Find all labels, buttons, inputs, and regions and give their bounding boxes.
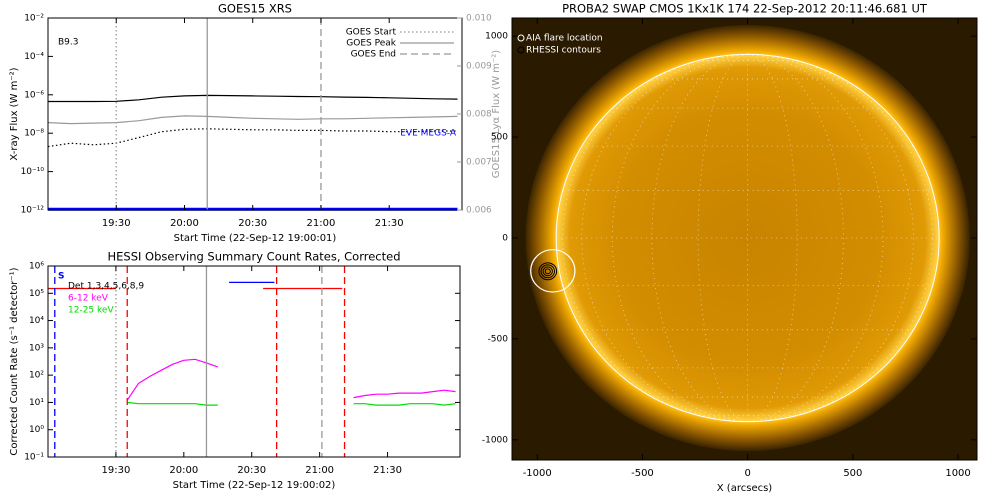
- rhessi-contour: [540, 264, 556, 279]
- legend-marker: [517, 46, 525, 54]
- y2-tick-label: 0.009: [466, 62, 492, 72]
- y-tick-label: 10⁻⁴: [24, 52, 44, 62]
- longitude-grid: [581, 53, 748, 423]
- x-tick-label: 21:00: [305, 465, 334, 476]
- y2-tick-label: 0.006: [466, 206, 492, 216]
- x-tick-label: 0: [744, 468, 750, 479]
- legend-label: AIA flare location: [526, 34, 603, 44]
- chart-title: PROBA2 SWAP CMOS 1Kx1K 174 22-Sep-2012 2…: [562, 2, 928, 16]
- y2-tick-label: 0.007: [466, 158, 492, 168]
- legend-label: 12-25 keV: [68, 306, 114, 316]
- y-tick-label: 0: [502, 233, 508, 243]
- y2-axis-label: GOES15 Lyα Flux (W m⁻²): [491, 50, 502, 178]
- y-tick-label: 10⁰: [29, 425, 44, 435]
- longitude-grid: [651, 53, 748, 423]
- legend-marker: [517, 34, 525, 42]
- sun-image: [512, 18, 977, 460]
- y-tick-label: 10¹: [29, 398, 44, 408]
- x-tick-label: 1000: [945, 468, 970, 479]
- y-axis-label: Corrected Count Rate (s⁻¹ detector⁻¹): [9, 267, 20, 455]
- longitude-grid: [747, 53, 844, 423]
- solar-disk: [525, 24, 970, 452]
- x-tick-label: 21:00: [307, 218, 336, 229]
- y-tick-label: -500: [488, 334, 509, 344]
- chart-title: HESSI Observing Summary Count Rates, Cor…: [107, 250, 400, 264]
- y-tick-label: 10⁴: [29, 316, 44, 326]
- longitude-grid: [747, 53, 914, 423]
- y-tick-label: 10²: [29, 371, 44, 381]
- flare-location: [530, 249, 576, 293]
- series-line: [48, 94, 458, 103]
- y-tick-label: 10⁻⁸: [24, 129, 44, 139]
- x-tick-label: 19:30: [101, 465, 130, 476]
- x-tick-label: 20:30: [237, 465, 266, 476]
- x-axis-label: X (arcsecs): [717, 483, 773, 494]
- rhessi-contour: [542, 266, 553, 277]
- x-axis-label: Start Time (22-Sep-12 19:00:02): [173, 480, 336, 491]
- x-tick-label: 21:30: [375, 218, 404, 229]
- rhessi-contour: [538, 262, 558, 281]
- y-tick-label: 500: [491, 133, 508, 143]
- legend-label: 6-12 keV: [68, 294, 109, 304]
- y-axis-label: X-ray Flux (W m⁻²): [9, 67, 20, 160]
- y2-tick-label: 0.010: [466, 14, 492, 24]
- x-tick-label: 20:00: [170, 218, 199, 229]
- y-tick-label: 10⁻⁶: [24, 90, 44, 100]
- y-tick-label: 10³: [29, 343, 44, 353]
- x-tick-label: 20:00: [169, 465, 198, 476]
- y2-tick-label: 0.008: [466, 110, 492, 120]
- plot-frame: [511, 17, 978, 461]
- legend-title: Det 1,3,4,5,6,8,9: [68, 282, 144, 292]
- y-tick-label: 10⁻¹²: [21, 206, 45, 216]
- y-tick-label: 10⁵: [29, 289, 44, 299]
- x-tick-label: 21:30: [373, 465, 402, 476]
- solar-limb: [555, 53, 940, 423]
- x-tick-label: 500: [843, 468, 862, 479]
- chart-title: GOES15 XRS: [218, 2, 292, 16]
- legend-label: GOES End: [351, 50, 396, 60]
- plot-frame: [47, 265, 461, 458]
- legend-label: GOES Start: [346, 28, 397, 38]
- y-tick-label: 10⁻²: [24, 14, 44, 24]
- x-tick-label: -500: [631, 468, 654, 479]
- x-tick-label: -1000: [523, 468, 552, 479]
- rhessi-contour: [544, 268, 551, 275]
- x-axis-label: Start Time (22-Sep-12 19:00:01): [174, 233, 337, 244]
- legend-label: RHESSI contours: [526, 46, 601, 56]
- series-line: [127, 401, 456, 406]
- x-tick-label: 19:30: [102, 218, 131, 229]
- series-line: [126, 358, 456, 401]
- y-tick-label: -1000: [482, 435, 508, 445]
- y-tick-label: 1000: [485, 32, 508, 42]
- x-tick-label: 20:30: [238, 218, 267, 229]
- y-tick-label: 10⁻¹⁰: [21, 167, 45, 177]
- y-tick-label: 10⁻¹: [24, 453, 44, 463]
- legend-label: GOES Peak: [346, 39, 396, 49]
- y-tick-label: 10⁶: [29, 262, 44, 272]
- series-label: EVE MEGS-A: [400, 129, 457, 139]
- annotation: B9.3: [58, 38, 79, 48]
- legend-label: S: [58, 272, 64, 282]
